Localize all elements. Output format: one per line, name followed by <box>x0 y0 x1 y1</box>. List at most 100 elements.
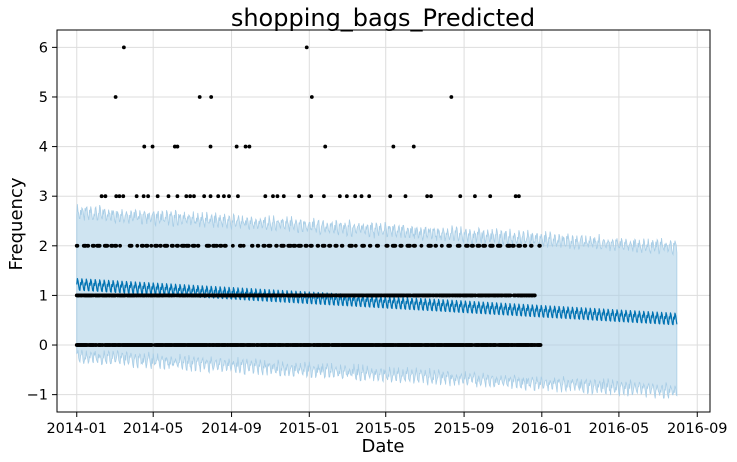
observed-point <box>271 194 275 199</box>
observed-point <box>403 194 408 199</box>
observed-point <box>209 95 214 99</box>
y-tick-label: 6 <box>39 40 48 56</box>
observed-point <box>121 45 126 50</box>
observed-point <box>196 243 201 248</box>
observed-point <box>281 194 286 199</box>
observed-point <box>511 243 516 248</box>
observed-point <box>97 243 102 248</box>
observed-point <box>208 144 213 149</box>
y-tick-label: 2 <box>39 239 48 255</box>
observed-point <box>250 243 255 248</box>
y-axis-ticks: −1 0 1 2 3 4 5 6 <box>27 40 57 404</box>
observed-point <box>367 194 372 199</box>
x-tick-label: 2016-09 <box>667 421 728 437</box>
observed-point <box>538 343 543 347</box>
x-axis-ticks: 2014-01 2014-05 2014-09 2015-01 2015-05 2015-… <box>46 412 728 437</box>
observed-point <box>141 194 146 199</box>
observed-point <box>158 243 163 248</box>
observed-point <box>129 243 134 248</box>
y-axis-title: Frequency <box>6 177 27 270</box>
observed-point <box>483 243 488 248</box>
observed-point <box>449 95 454 99</box>
observed-point <box>477 243 482 248</box>
observed-point <box>216 194 221 199</box>
observed-point <box>262 243 267 248</box>
observed-point <box>448 243 452 248</box>
observed-point <box>207 243 212 248</box>
observed-point <box>299 243 303 248</box>
observed-point <box>121 194 126 199</box>
observed-point <box>146 194 151 199</box>
observed-point <box>457 243 462 248</box>
observed-point <box>114 243 119 248</box>
x-tick-label: 2014-05 <box>123 421 184 437</box>
observed-point <box>134 194 139 199</box>
observed-point <box>202 194 207 199</box>
y-tick-label: 0 <box>39 338 48 354</box>
chart-title: shopping_bags_Predicted <box>231 4 535 32</box>
observed-point <box>256 243 261 248</box>
observed-point <box>215 243 219 248</box>
observed-point <box>155 243 159 248</box>
observed-point <box>399 243 404 248</box>
observed-point <box>473 194 477 199</box>
x-tick-label: 2015-01 <box>279 421 340 437</box>
observed-point <box>145 243 150 248</box>
observed-point <box>337 194 342 199</box>
observed-point <box>344 194 349 199</box>
observed-point <box>243 144 248 149</box>
observed-point <box>141 243 145 248</box>
observed-point <box>340 243 345 248</box>
observed-point <box>208 194 213 199</box>
observed-point <box>150 144 155 149</box>
observed-point <box>490 243 495 248</box>
observed-points <box>74 45 543 347</box>
observed-point <box>353 194 358 199</box>
observed-point <box>275 194 280 199</box>
observed-point <box>149 243 154 248</box>
y-tick-label: 3 <box>39 189 48 205</box>
observed-point <box>304 45 309 50</box>
observed-point <box>117 194 122 199</box>
observed-point <box>274 243 279 248</box>
observed-point <box>309 243 314 248</box>
observed-point <box>419 243 424 248</box>
observed-point <box>471 243 475 248</box>
observed-point <box>114 194 119 199</box>
observed-point <box>184 194 189 199</box>
observed-point <box>175 194 180 199</box>
plot-frame <box>56 29 711 413</box>
forecast-series-line <box>76 277 678 326</box>
y-tick-label: 4 <box>39 140 48 156</box>
observed-point <box>529 243 534 248</box>
observed-point <box>175 144 180 149</box>
observed-point <box>155 194 160 199</box>
observed-point <box>376 243 380 248</box>
y-tick-label: −1 <box>27 388 48 404</box>
observed-point <box>293 243 298 248</box>
observed-point <box>236 194 240 199</box>
observed-point <box>92 243 96 248</box>
observed-point <box>99 194 104 199</box>
observed-point <box>508 293 513 298</box>
observed-point <box>86 243 91 248</box>
observed-point <box>105 243 110 248</box>
observed-point <box>513 194 518 199</box>
observed-point <box>516 194 521 199</box>
observed-point <box>434 243 438 248</box>
observed-point <box>334 243 339 248</box>
observed-point <box>268 243 273 248</box>
x-tick-label: 2015-05 <box>355 421 416 437</box>
observed-point <box>135 243 140 248</box>
observed-point <box>247 144 252 149</box>
observed-point <box>263 194 268 199</box>
observed-point <box>322 243 327 248</box>
observed-point <box>230 243 235 248</box>
observed-point <box>316 243 321 248</box>
observed-point <box>322 194 326 199</box>
x-tick-label: 2016-05 <box>589 421 650 437</box>
observed-point <box>391 144 396 149</box>
observed-point <box>142 144 147 149</box>
observed-point <box>429 243 433 248</box>
